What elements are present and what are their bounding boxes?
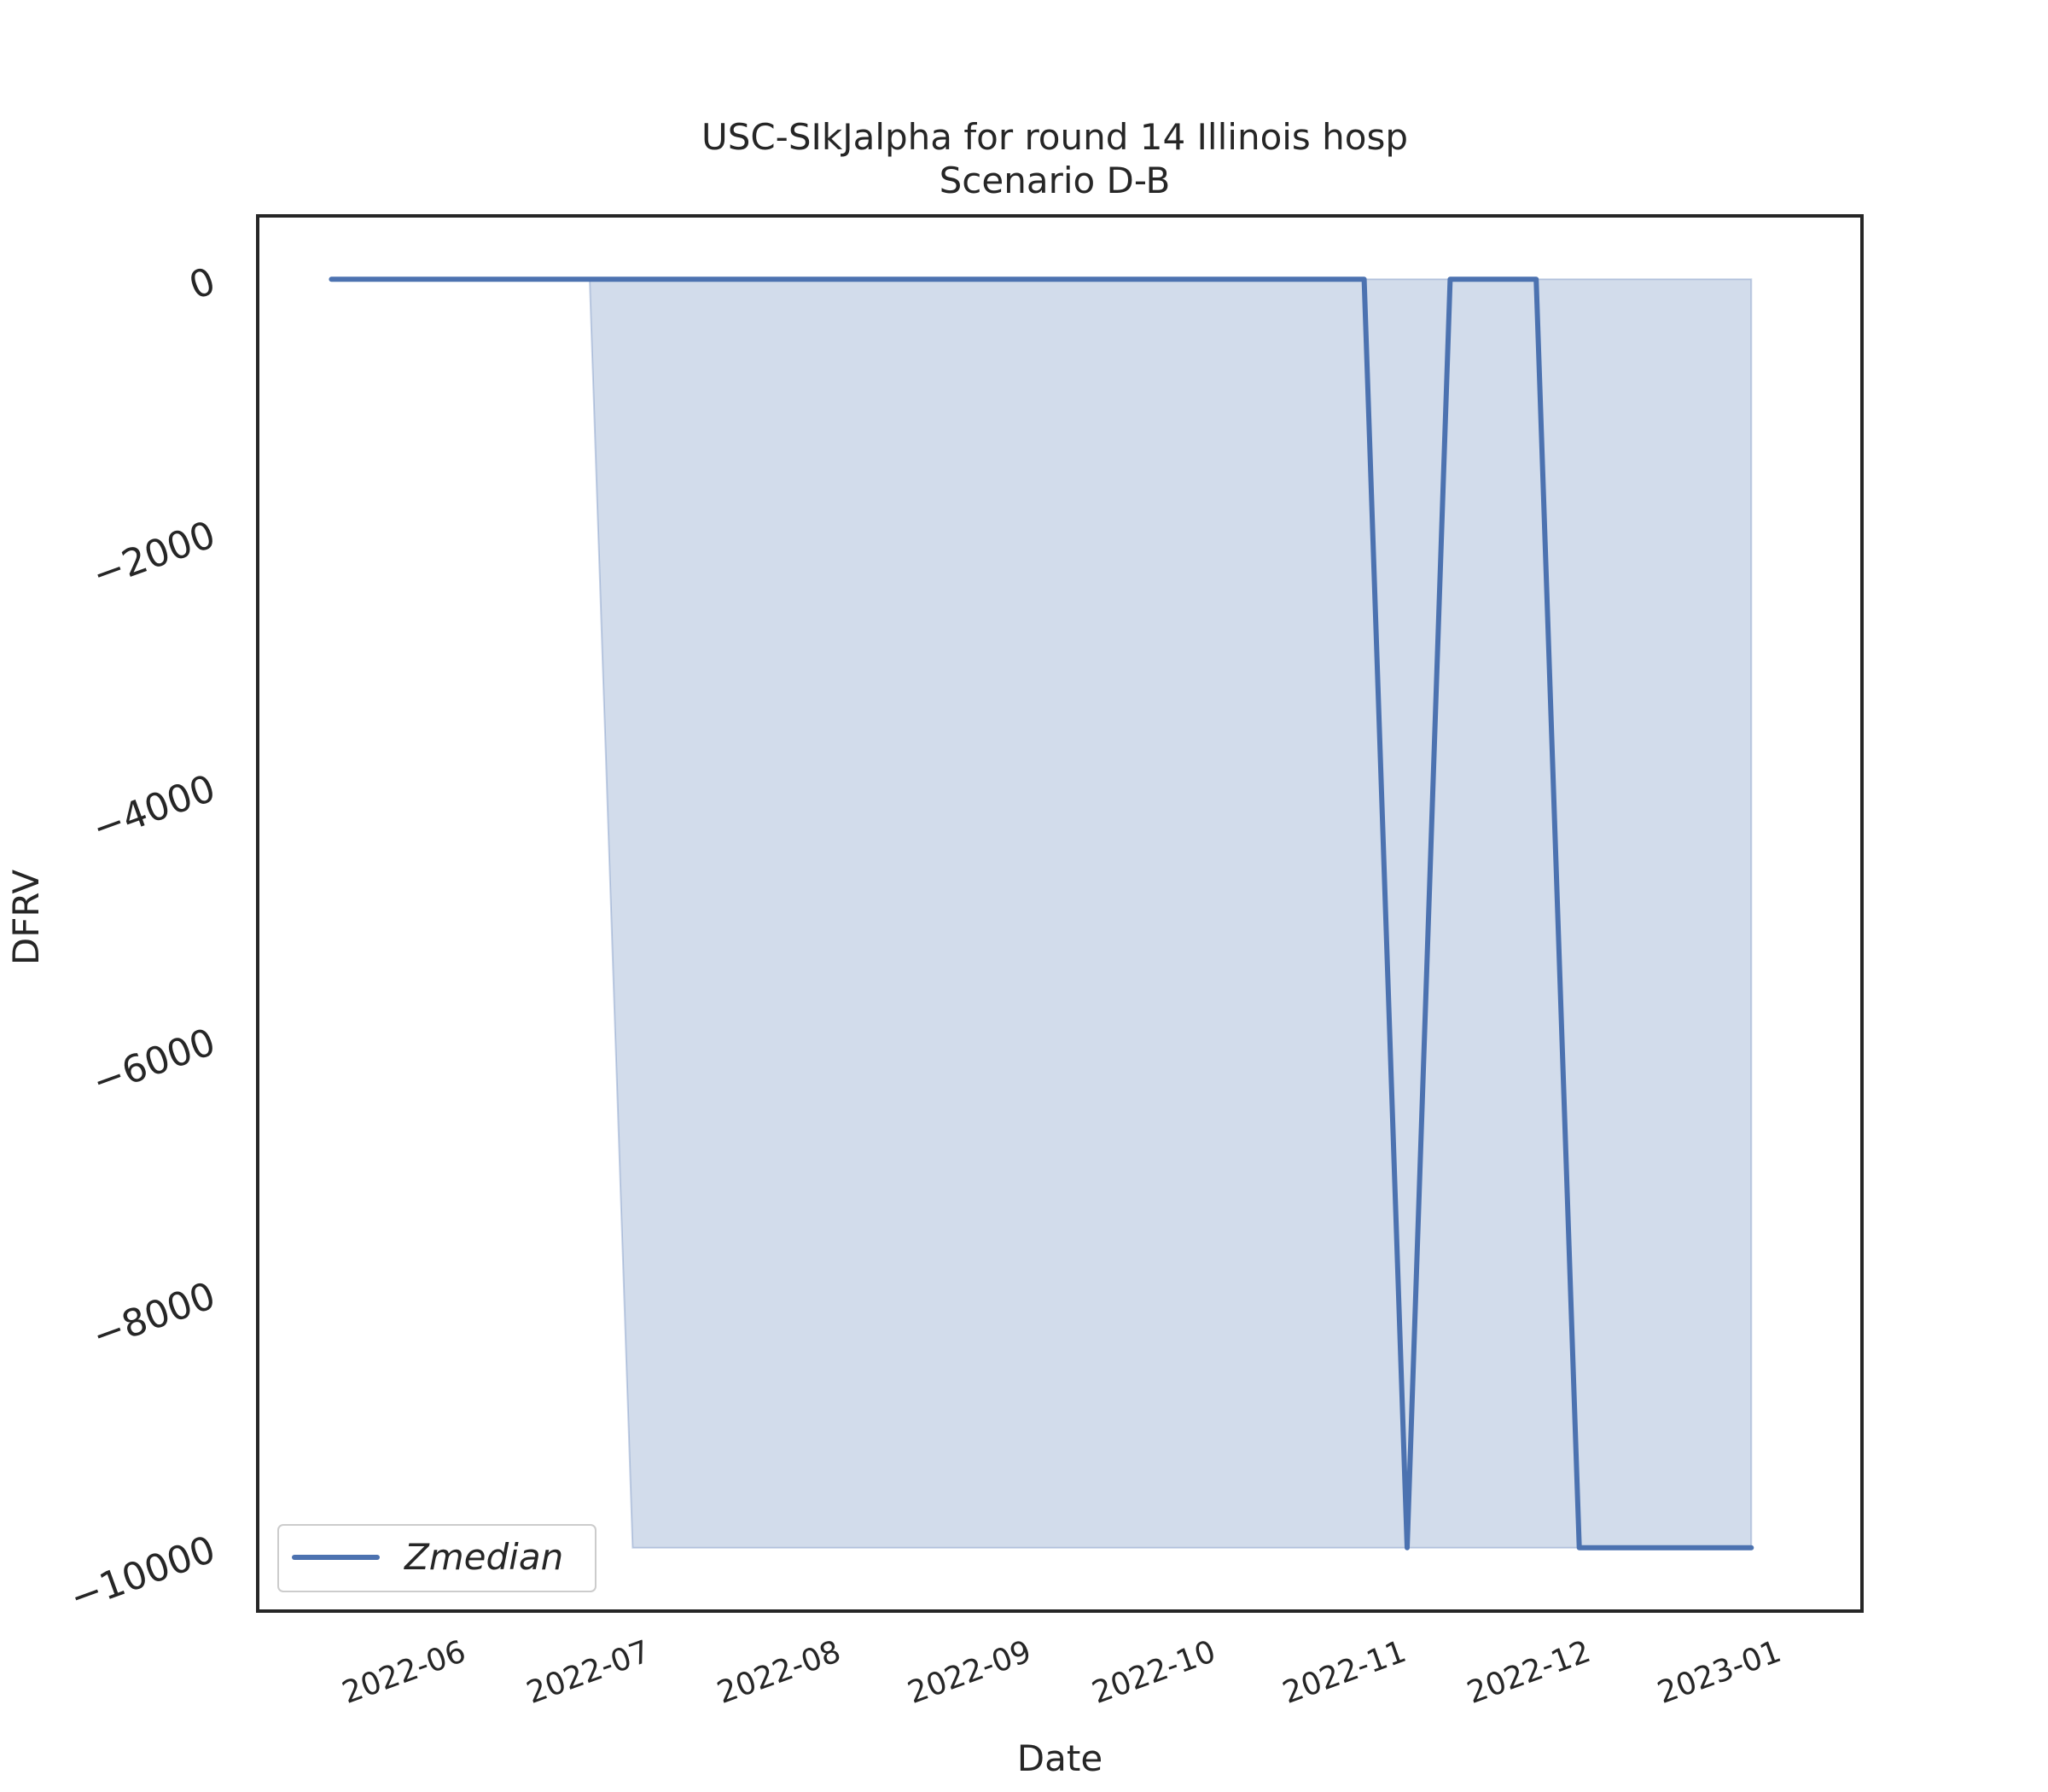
confidence-band-layer	[588, 278, 1753, 1549]
plot-frame	[256, 214, 1864, 1613]
legend-box	[277, 1524, 596, 1592]
legend: Zmedian	[277, 1524, 596, 1592]
x-tick-label: 2022-08	[713, 1634, 845, 1711]
confidence-band	[588, 278, 1753, 1549]
y-tick-label: 0	[183, 259, 221, 309]
x-tick-label: 2022-12	[1463, 1634, 1595, 1711]
x-tick-label: 2022-06	[338, 1634, 470, 1711]
x-axis-label: Date	[1017, 1737, 1103, 1779]
y-tick-label: −8000	[87, 1274, 221, 1359]
chart-title: USC-SIkJalpha for round 14 Illinois hosp	[701, 116, 1408, 158]
series-line-layer	[329, 276, 1754, 1551]
y-axis-label: DFRV	[5, 870, 47, 965]
x-tick-label: 2022-10	[1088, 1634, 1220, 1711]
chart-subtitle: Scenario D-B	[940, 160, 1171, 201]
legend-label-zmedian: Zmedian	[404, 1536, 563, 1578]
series-line-zmedian	[329, 276, 1754, 1551]
x-tick-label: 2023-01	[1653, 1634, 1785, 1711]
x-tick-label: 2022-11	[1278, 1634, 1411, 1711]
y-tick-label: −2000	[87, 513, 221, 597]
y-tick-label: −6000	[87, 1021, 221, 1105]
x-tick-labels: 2022-06 2022-07 2022-08 2022-09 2022-10 2022-…	[338, 1634, 1786, 1711]
x-tick-label: 2022-09	[904, 1634, 1036, 1711]
x-tick-label: 2022-07	[522, 1634, 655, 1711]
y-tick-labels: 0 −2000 −4000 −6000 −8000 −10000	[64, 259, 221, 1620]
y-tick-label: −4000	[87, 766, 221, 851]
y-tick-label: −10000	[64, 1527, 221, 1620]
